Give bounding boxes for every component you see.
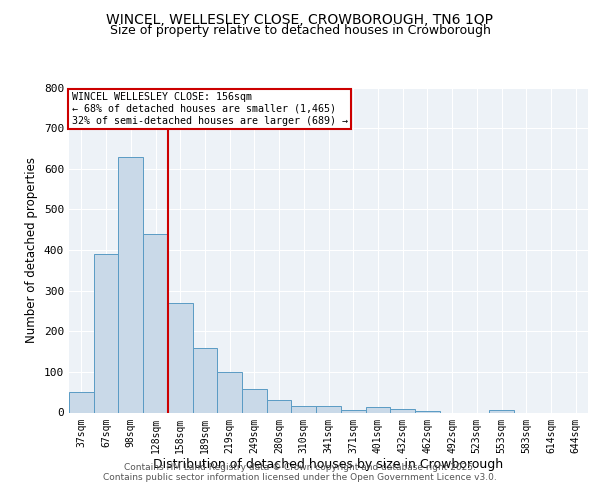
Bar — [193, 348, 217, 412]
Bar — [292, 406, 316, 412]
Bar — [390, 409, 415, 412]
Y-axis label: Number of detached properties: Number of detached properties — [25, 157, 38, 343]
Bar — [341, 410, 365, 412]
Bar — [69, 392, 94, 412]
Text: Contains public sector information licensed under the Open Government Licence v3: Contains public sector information licen… — [103, 474, 497, 482]
Text: WINCEL WELLESLEY CLOSE: 156sqm
← 68% of detached houses are smaller (1,465)
32% : WINCEL WELLESLEY CLOSE: 156sqm ← 68% of … — [71, 92, 347, 126]
Bar — [365, 407, 390, 412]
Bar — [267, 400, 292, 412]
Text: Size of property relative to detached houses in Crowborough: Size of property relative to detached ho… — [110, 24, 490, 37]
Bar — [242, 390, 267, 412]
Bar — [217, 372, 242, 412]
Bar — [168, 303, 193, 412]
Bar — [316, 406, 341, 412]
Bar — [415, 411, 440, 412]
Text: Contains HM Land Registry data © Crown copyright and database right 2025.: Contains HM Land Registry data © Crown c… — [124, 464, 476, 472]
X-axis label: Distribution of detached houses by size in Crowborough: Distribution of detached houses by size … — [154, 458, 503, 471]
Bar — [489, 410, 514, 412]
Bar — [94, 254, 118, 412]
Text: WINCEL, WELLESLEY CLOSE, CROWBOROUGH, TN6 1QP: WINCEL, WELLESLEY CLOSE, CROWBOROUGH, TN… — [107, 12, 493, 26]
Bar — [118, 156, 143, 412]
Bar — [143, 234, 168, 412]
